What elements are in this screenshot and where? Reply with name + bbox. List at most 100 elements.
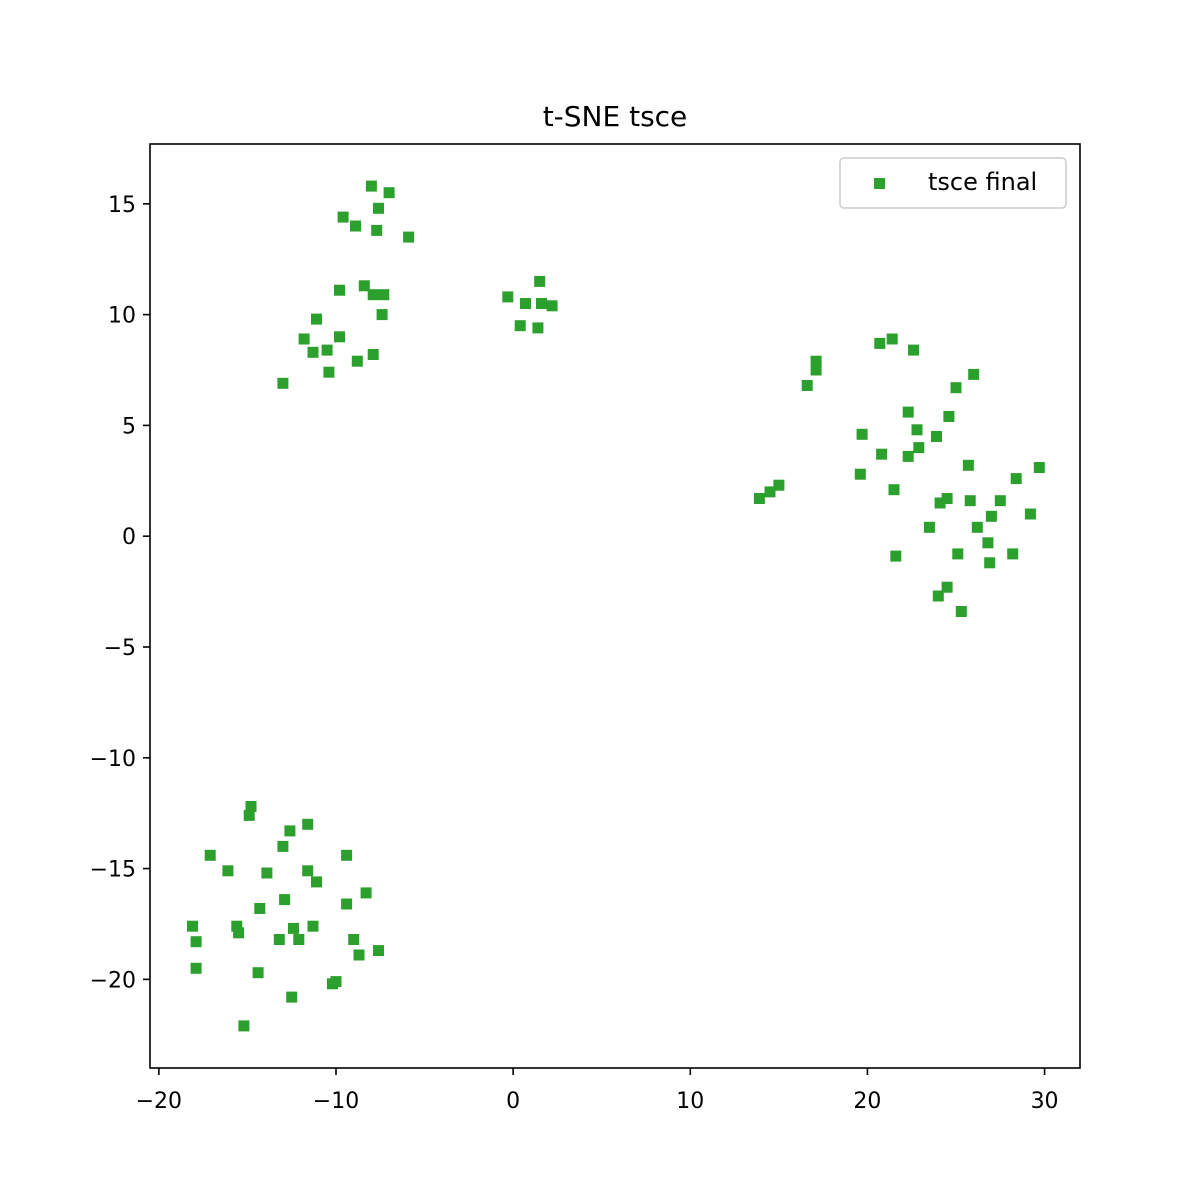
axis-ticks: −20 −10 0 10 20 30 15 10 5 0 −5 −10 −15 −20	[90, 193, 1059, 1114]
data-point	[932, 590, 944, 602]
data-point	[351, 355, 363, 367]
y-tick-label: 5	[122, 414, 136, 439]
data-point	[279, 894, 291, 906]
data-point	[307, 346, 319, 358]
y-tick-label: 10	[108, 304, 136, 329]
data-point	[773, 479, 785, 491]
data-point	[950, 382, 962, 394]
chart-title: t-SNE tsce	[543, 100, 688, 133]
y-tick-label: −15	[90, 858, 136, 883]
data-point	[337, 211, 349, 223]
data-point	[284, 825, 296, 837]
data-point	[323, 366, 335, 378]
data-point	[931, 431, 942, 442]
data-point	[764, 486, 776, 498]
data-point	[985, 510, 997, 522]
data-point	[371, 224, 383, 236]
data-point	[943, 411, 955, 422]
data-point	[233, 927, 245, 939]
data-point	[190, 936, 202, 948]
data-point	[911, 424, 923, 436]
data-point	[293, 934, 305, 945]
data-point	[367, 349, 379, 360]
data-point	[222, 865, 234, 877]
data-point	[536, 298, 547, 309]
data-point	[854, 468, 866, 480]
data-point	[365, 180, 377, 192]
data-point	[968, 368, 980, 380]
data-point	[307, 920, 319, 932]
y-tick-label: 15	[108, 193, 136, 218]
data-point	[923, 521, 935, 533]
data-point	[341, 898, 353, 910]
data-point	[403, 231, 415, 243]
data-point	[962, 459, 974, 471]
data-point	[277, 840, 289, 852]
data-point	[353, 949, 365, 961]
data-point	[941, 581, 953, 593]
x-tick-label: −20	[136, 1089, 182, 1114]
data-point	[886, 333, 898, 345]
data-point	[856, 428, 868, 440]
data-point	[204, 849, 216, 861]
data-point	[348, 934, 360, 945]
data-point	[341, 849, 353, 861]
data-point	[358, 280, 370, 292]
data-point	[273, 934, 285, 945]
data-point	[801, 380, 813, 391]
data-point	[941, 493, 953, 504]
data-point	[952, 548, 964, 560]
data-point	[327, 978, 338, 990]
data-point	[810, 355, 822, 367]
data-point	[971, 521, 983, 533]
data-point	[311, 313, 322, 325]
data-point	[373, 945, 384, 957]
data-point	[546, 300, 558, 312]
data-point	[302, 818, 314, 830]
data-point	[994, 495, 1006, 507]
data-point	[908, 344, 919, 356]
data-point	[753, 493, 765, 504]
data-point	[913, 442, 925, 454]
data-point	[876, 448, 888, 460]
x-tick-label: 20	[853, 1089, 881, 1114]
data-point	[1024, 508, 1036, 520]
data-point	[254, 903, 266, 914]
data-point	[334, 284, 345, 296]
y-tick-label: −10	[90, 747, 136, 772]
x-tick-label: 0	[506, 1089, 520, 1114]
data-point	[1007, 548, 1019, 560]
data-point	[955, 606, 967, 617]
data-point	[238, 1020, 250, 1032]
legend-box	[839, 157, 1067, 209]
y-tick-label: −20	[90, 968, 136, 993]
legend-label: tsce final	[928, 168, 1037, 196]
data-point	[231, 920, 243, 932]
data-point	[890, 550, 902, 562]
legend: tsce final	[839, 157, 1067, 209]
data-point	[350, 220, 361, 232]
data-point	[302, 865, 314, 877]
data-point	[383, 187, 395, 199]
data-point	[367, 289, 379, 301]
data-point	[1033, 462, 1045, 473]
data-point	[376, 309, 388, 321]
data-point	[502, 291, 514, 303]
data-point	[243, 809, 255, 821]
data-point	[810, 364, 822, 376]
data-point	[934, 497, 946, 509]
x-tick-label: 30	[1031, 1089, 1059, 1114]
data-point	[902, 406, 914, 418]
data-point	[288, 922, 299, 934]
data-point	[1010, 473, 1022, 485]
data-point	[298, 333, 310, 345]
data-points	[187, 180, 1045, 1032]
data-point	[245, 801, 257, 812]
data-point	[360, 887, 372, 899]
data-point	[252, 967, 264, 979]
data-point	[964, 495, 976, 507]
data-point	[514, 320, 526, 332]
data-point	[373, 202, 384, 214]
data-point	[534, 275, 546, 287]
